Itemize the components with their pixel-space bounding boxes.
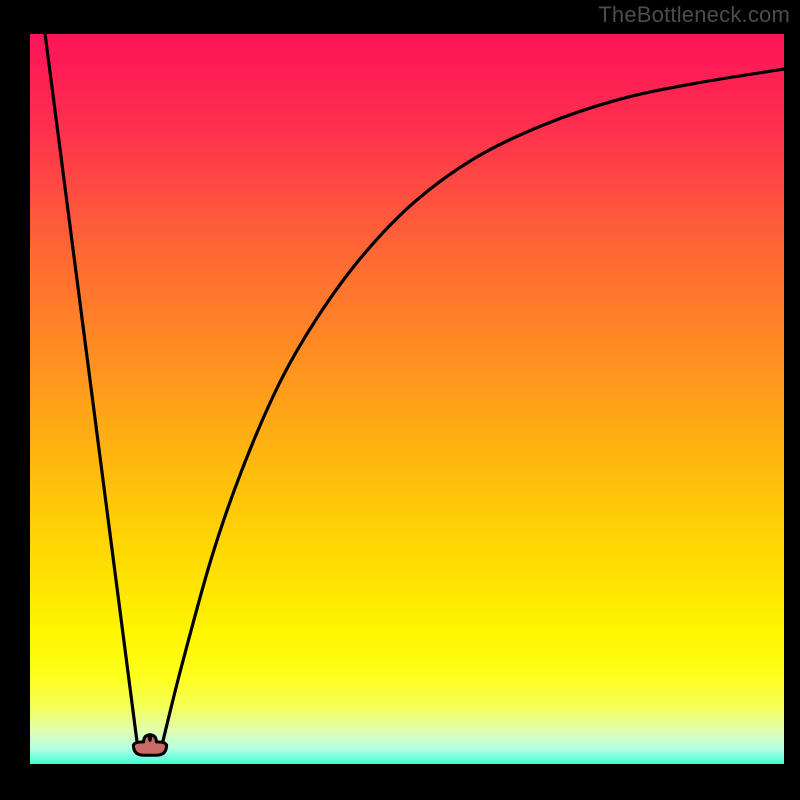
valley-marker-svg bbox=[130, 732, 169, 758]
left-line-path bbox=[45, 34, 137, 742]
curve-layer bbox=[30, 34, 784, 782]
right-curve-path bbox=[163, 69, 784, 742]
valley-marker-shape bbox=[133, 735, 166, 755]
watermark-text: TheBottleneck.com bbox=[598, 2, 790, 28]
chart-frame: TheBottleneck.com bbox=[0, 0, 800, 800]
plot-bottom-black-strip bbox=[30, 764, 784, 782]
plot-area bbox=[30, 34, 784, 782]
